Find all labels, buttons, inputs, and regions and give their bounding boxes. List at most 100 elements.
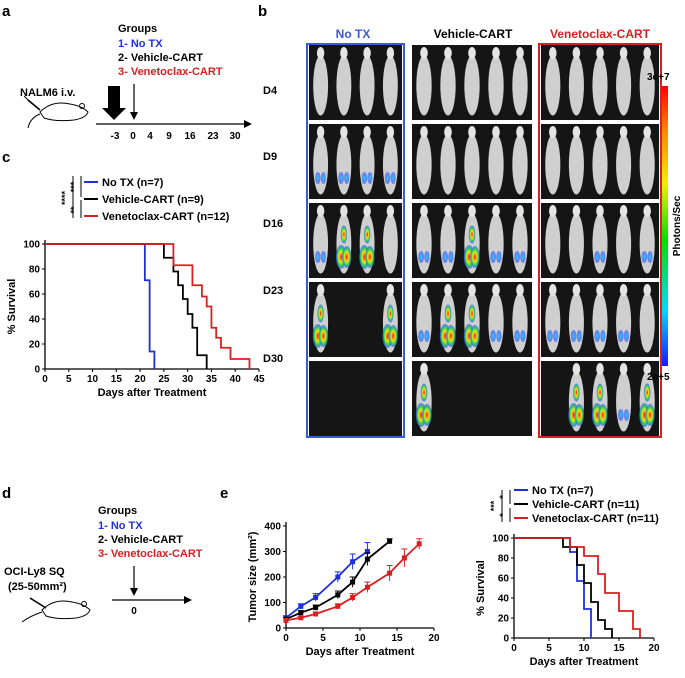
y-tick-label: 200 xyxy=(264,573,281,584)
series-line xyxy=(514,537,613,638)
bioluminescence-signal xyxy=(594,251,601,263)
data-point xyxy=(364,556,370,562)
x-tick-label: 15 xyxy=(613,643,625,654)
y-tick-label: 0 xyxy=(34,365,40,376)
x-tick-label: 15 xyxy=(391,633,403,644)
x-tick-label: 10 xyxy=(578,643,590,654)
tick-d-0: 0 xyxy=(131,606,137,617)
groups-title-a: Groups xyxy=(118,23,157,35)
mouse-head xyxy=(516,284,524,296)
mouse-icon-d xyxy=(21,597,91,623)
y-tick-label: 80 xyxy=(498,554,510,565)
column-title-venetoclax: Venetoclax-CART xyxy=(550,27,651,41)
panel-b: b No TX Vehicle-CART Venetoclax-CART D4 … xyxy=(258,3,683,438)
row-label-d16: D16 xyxy=(263,218,283,230)
data-point xyxy=(401,555,407,561)
mouse-head xyxy=(468,284,476,296)
bioluminescence-signal xyxy=(490,251,496,263)
bioluminescence-signal xyxy=(468,304,476,323)
data-point xyxy=(416,541,422,547)
sig-e-3: * xyxy=(498,513,508,517)
mouse-silhouette xyxy=(440,55,456,116)
tick-a-5: 23 xyxy=(207,131,219,142)
significance-brackets-e xyxy=(501,490,511,522)
mouse-silhouette xyxy=(488,134,504,195)
mouse-head xyxy=(340,47,348,59)
mouse-head xyxy=(316,284,325,296)
panel-a: a Groups 1- No TX 2- Vehicle-CART 3- Ven… xyxy=(2,3,252,142)
panel-letter-b: b xyxy=(258,3,267,20)
x-tick-label: 15 xyxy=(111,374,123,385)
data-point xyxy=(313,594,319,600)
bioluminescence-signal xyxy=(361,172,368,184)
colorbar xyxy=(662,86,668,366)
series-line xyxy=(514,537,592,638)
y-tick-label: 100 xyxy=(264,598,281,609)
bioluminescence-signal xyxy=(338,172,344,184)
mouse-silhouette xyxy=(440,134,456,195)
mouse-head xyxy=(363,47,371,59)
mouse-head xyxy=(468,205,476,217)
bioluminescence-signal xyxy=(448,251,454,263)
mouse-head xyxy=(596,47,604,59)
data-point xyxy=(387,570,393,576)
panel-d: d Groups 1- No TX 2- Vehicle-CART 3- Ven… xyxy=(2,485,203,623)
mouse-head xyxy=(643,363,651,375)
mouse-silhouette xyxy=(545,134,561,195)
x-tick-label: 10 xyxy=(354,633,366,644)
sig-e-2: * xyxy=(498,495,508,499)
mouse-head xyxy=(420,47,428,59)
mouse-head xyxy=(619,126,628,138)
bioluminescence-signal xyxy=(647,251,653,263)
y-tick-label: 100 xyxy=(492,534,509,545)
mouse-silhouette xyxy=(568,292,584,353)
row-label-d30: D30 xyxy=(263,353,283,365)
bioluminescence-signal xyxy=(520,251,526,263)
mouse-silhouette xyxy=(336,134,352,195)
bioluminescence-signal xyxy=(617,409,624,421)
treatment-arrow-d xyxy=(130,566,138,596)
mouse-silhouette xyxy=(592,55,608,116)
mouse-silhouette xyxy=(568,134,584,195)
injection-label-a: NALM6 i.v. xyxy=(20,87,75,99)
series-line xyxy=(45,243,208,369)
bioluminescence-signal xyxy=(643,383,651,402)
bioluminescence-signal xyxy=(623,409,630,421)
data-point xyxy=(298,603,304,609)
bioluminescence-signal xyxy=(598,404,608,426)
bioluminescence-signal xyxy=(390,172,396,184)
x-tick-label: 25 xyxy=(158,374,170,385)
mouse-silhouette xyxy=(440,213,456,274)
bioluminescence-signal xyxy=(623,330,630,342)
mouse-head xyxy=(596,284,604,296)
mouse-silhouette xyxy=(639,292,655,353)
tick-a-3: 9 xyxy=(166,131,172,142)
mouse-head xyxy=(572,363,581,375)
bioluminescence-signal xyxy=(600,330,606,342)
mouse-head xyxy=(516,126,524,138)
mouse-head xyxy=(420,363,428,375)
mouse-silhouette xyxy=(416,213,432,274)
mouse-silhouette xyxy=(313,55,329,116)
tick-a-0: -3 xyxy=(111,131,120,142)
mouse-head xyxy=(492,284,500,296)
mouse-silhouette xyxy=(313,134,329,195)
data-point xyxy=(364,584,370,590)
mouse-head xyxy=(386,126,395,138)
y-axis-label: Tumor size (mm²) xyxy=(247,531,259,622)
bioluminescence-signal xyxy=(384,172,391,184)
data-point xyxy=(313,605,319,611)
bioluminescence-signal xyxy=(574,404,584,426)
tick-a-4: 16 xyxy=(184,131,196,142)
bioluminescence-signal xyxy=(470,325,480,347)
x-tick-label: 20 xyxy=(428,633,440,644)
y-tick-label: 40 xyxy=(29,315,41,326)
bioluminescence-signal xyxy=(424,330,430,342)
bli-image-grid xyxy=(309,45,659,436)
mouse-silhouette xyxy=(639,213,655,274)
bioluminescence-signal xyxy=(468,225,476,244)
mouse-head xyxy=(363,205,371,217)
bioluminescence-signal xyxy=(420,383,428,402)
mouse-silhouette xyxy=(616,213,632,274)
y-tick-label: 100 xyxy=(23,240,40,251)
